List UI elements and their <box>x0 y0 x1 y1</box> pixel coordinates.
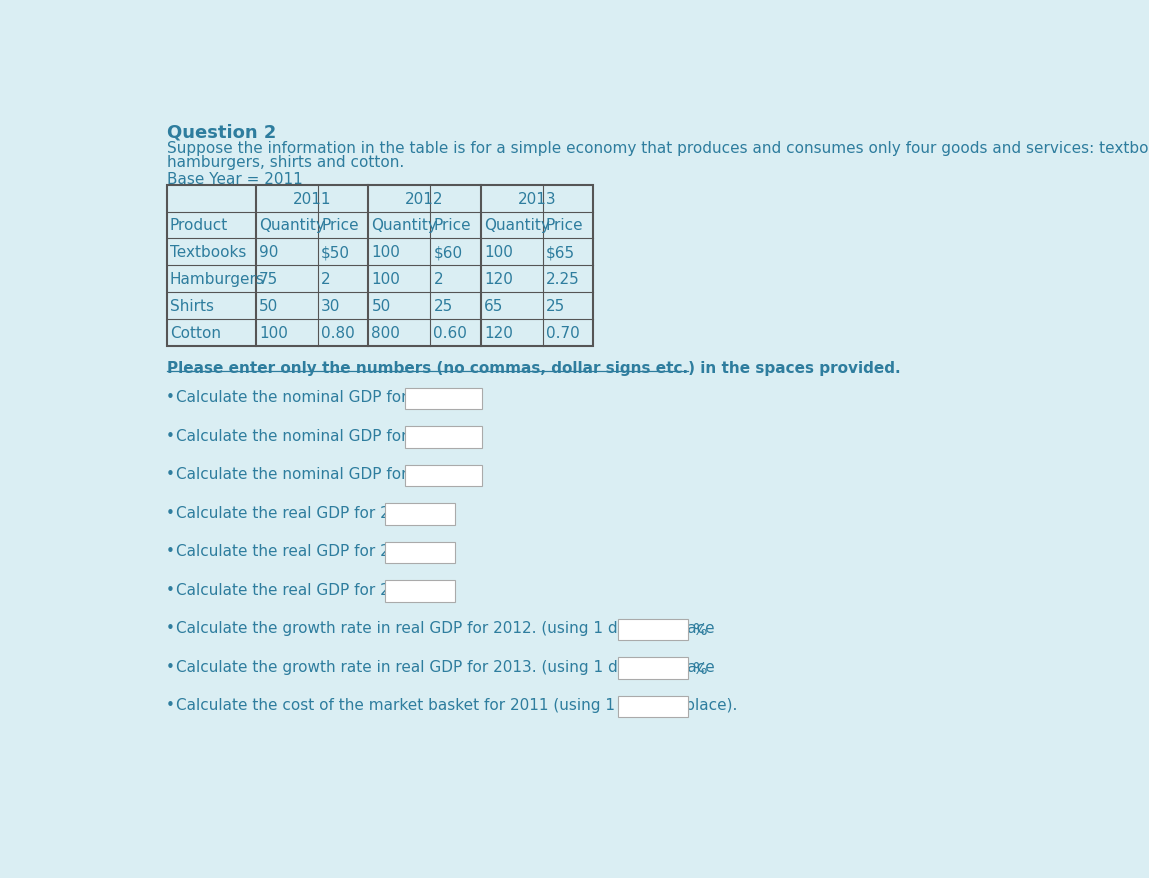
Bar <box>385 543 455 564</box>
Text: 800: 800 <box>371 326 400 341</box>
Bar <box>404 388 483 410</box>
Text: Please enter only the numbers (no commas, dollar signs etc.) in the spaces provi: Please enter only the numbers (no commas… <box>167 361 901 376</box>
Text: Calculate the nominal GDP for 2013.: Calculate the nominal GDP for 2013. <box>176 467 456 482</box>
Text: 100: 100 <box>260 326 288 341</box>
Text: 2012: 2012 <box>406 191 444 206</box>
Text: •: • <box>165 582 175 597</box>
Bar <box>385 504 455 525</box>
Text: 2: 2 <box>433 272 444 287</box>
Bar <box>167 185 593 347</box>
Text: 50: 50 <box>371 299 391 314</box>
Text: Calculate the real GDP for 2012.: Calculate the real GDP for 2012. <box>176 543 424 558</box>
Text: $50: $50 <box>321 245 350 260</box>
Text: •: • <box>165 428 175 443</box>
Bar <box>618 619 687 641</box>
Text: Calculate the growth rate in real GDP for 2013. (using 1 decimal place: Calculate the growth rate in real GDP fo… <box>176 659 715 674</box>
Text: Calculate the cost of the market basket for 2011 (using 1 decimal place).: Calculate the cost of the market basket … <box>176 698 738 713</box>
Text: 50: 50 <box>260 299 278 314</box>
Text: Textbooks: Textbooks <box>170 245 246 260</box>
Text: Calculate the real GDP for 2011.: Calculate the real GDP for 2011. <box>176 506 424 521</box>
Text: Price: Price <box>546 219 584 234</box>
Text: 25: 25 <box>546 299 565 314</box>
Text: •: • <box>165 621 175 636</box>
Text: 65: 65 <box>484 299 503 314</box>
Text: Quantity: Quantity <box>484 219 549 234</box>
Text: Price: Price <box>321 219 358 234</box>
Text: Calculate the growth rate in real GDP for 2012. (using 1 decimal place: Calculate the growth rate in real GDP fo… <box>176 621 715 636</box>
Text: 90: 90 <box>260 245 278 260</box>
Text: 100: 100 <box>371 272 400 287</box>
Text: Calculate the real GDP for 2013.: Calculate the real GDP for 2013. <box>176 582 424 597</box>
Text: 30: 30 <box>321 299 340 314</box>
Text: Calculate the nominal GDP for 2012.: Calculate the nominal GDP for 2012. <box>176 428 456 443</box>
Bar <box>404 465 483 486</box>
Text: 2011: 2011 <box>293 191 331 206</box>
Text: $65: $65 <box>546 245 574 260</box>
Bar <box>618 658 687 679</box>
Text: %: % <box>693 623 707 637</box>
Text: Calculate the nominal GDP for 2011.: Calculate the nominal GDP for 2011. <box>176 390 456 405</box>
Text: •: • <box>165 698 175 713</box>
Text: Question 2: Question 2 <box>167 124 276 142</box>
Text: 2.25: 2.25 <box>546 272 579 287</box>
Text: Suppose the information in the table is for a simple economy that produces and c: Suppose the information in the table is … <box>167 140 1149 155</box>
Text: $60: $60 <box>433 245 463 260</box>
Text: 75: 75 <box>260 272 278 287</box>
Text: Quantity: Quantity <box>371 219 438 234</box>
Text: 2: 2 <box>321 272 331 287</box>
Text: Quantity: Quantity <box>260 219 325 234</box>
Text: 0.70: 0.70 <box>546 326 579 341</box>
Text: 0.80: 0.80 <box>321 326 355 341</box>
Text: •: • <box>165 467 175 482</box>
Bar <box>618 696 687 717</box>
Text: 2013: 2013 <box>518 191 556 206</box>
Text: 100: 100 <box>371 245 400 260</box>
Text: 25: 25 <box>433 299 453 314</box>
Text: 0.60: 0.60 <box>433 326 468 341</box>
Bar <box>404 427 483 449</box>
Text: Price: Price <box>433 219 471 234</box>
Text: •: • <box>165 390 175 405</box>
Text: 100: 100 <box>484 245 512 260</box>
Text: hamburgers, shirts and cotton.: hamburgers, shirts and cotton. <box>167 155 404 169</box>
Text: %: % <box>693 661 707 676</box>
Text: Hamburgers: Hamburgers <box>170 272 265 287</box>
Text: •: • <box>165 506 175 521</box>
Text: Shirts: Shirts <box>170 299 214 314</box>
Text: •: • <box>165 543 175 558</box>
Bar <box>385 580 455 602</box>
Text: •: • <box>165 659 175 674</box>
Text: 120: 120 <box>484 326 512 341</box>
Text: Cotton: Cotton <box>170 326 221 341</box>
Text: Base Year = 2011: Base Year = 2011 <box>167 171 302 186</box>
Text: Product: Product <box>170 219 229 234</box>
Text: 120: 120 <box>484 272 512 287</box>
